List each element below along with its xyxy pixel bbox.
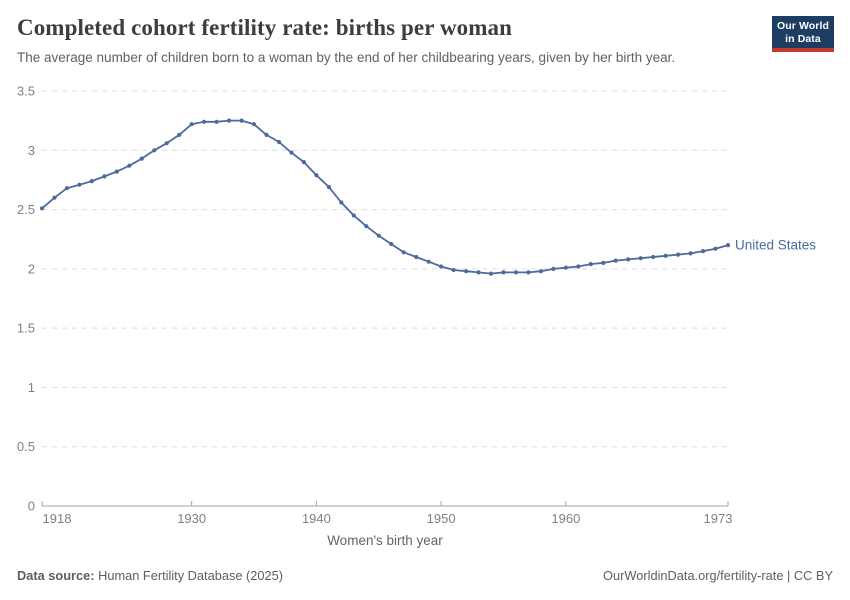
data-point[interactable]	[239, 118, 244, 123]
data-point[interactable]	[576, 264, 581, 269]
x-axis-title: Women's birth year	[327, 533, 443, 548]
data-point[interactable]	[289, 150, 294, 155]
data-point[interactable]	[351, 213, 356, 218]
y-tick-label: 0.5	[17, 439, 35, 454]
data-point[interactable]	[426, 259, 431, 264]
data-point[interactable]	[713, 246, 718, 251]
data-point[interactable]	[177, 132, 182, 137]
x-tick-label: 1973	[704, 511, 733, 526]
data-point[interactable]	[526, 270, 531, 275]
data-point[interactable]	[601, 260, 606, 265]
data-point[interactable]	[127, 163, 132, 168]
page-title: Completed cohort fertility rate: births …	[17, 15, 513, 40]
data-point[interactable]	[626, 257, 631, 262]
data-point[interactable]	[189, 122, 194, 127]
data-point[interactable]	[501, 270, 506, 275]
owid-logo[interactable]: Our World in Data	[772, 16, 834, 52]
x-tick-label: 1960	[551, 511, 580, 526]
data-point[interactable]	[651, 254, 656, 260]
series-label[interactable]: United States	[735, 238, 816, 253]
data-point[interactable]	[688, 251, 693, 256]
chart-header: Completed cohort fertility rate: births …	[17, 14, 760, 66]
data-point[interactable]	[725, 243, 731, 248]
data-point[interactable]	[488, 271, 494, 276]
y-tick-label: 1	[28, 380, 35, 395]
data-point[interactable]	[276, 139, 282, 145]
data-point[interactable]	[476, 270, 481, 275]
data-point[interactable]	[102, 174, 107, 179]
data-point[interactable]	[164, 141, 169, 146]
data-point[interactable]	[451, 267, 456, 273]
data-point[interactable]	[563, 265, 569, 270]
data-point[interactable]	[464, 269, 469, 274]
y-tick-label: 1.5	[17, 321, 35, 336]
data-point[interactable]	[214, 119, 219, 124]
owid-url-license-link[interactable]: OurWorldinData.org/fertility-rate | CC B…	[603, 568, 833, 583]
x-tick-label: 1940	[302, 511, 331, 526]
data-point[interactable]	[701, 249, 706, 254]
data-point[interactable]	[538, 269, 544, 274]
data-line[interactable]	[41, 119, 729, 275]
owid-logo-line1: Our World	[776, 20, 830, 32]
data-point[interactable]	[139, 156, 144, 161]
data-point[interactable]	[613, 258, 618, 263]
data-source-label: Data source:	[17, 568, 95, 583]
data-point[interactable]	[326, 184, 331, 190]
owid-logo-line2: in Data	[785, 32, 821, 45]
chart-footer: Data source: Human Fertility Database (2…	[17, 568, 833, 583]
owid-logo-accent-bar	[772, 48, 834, 52]
y-tick-label: 2	[28, 261, 35, 276]
data-point[interactable]	[339, 200, 344, 205]
x-tick-label: 1930	[177, 511, 206, 526]
data-point[interactable]	[264, 132, 269, 137]
y-tick-label: 3	[28, 143, 35, 158]
data-point[interactable]	[551, 266, 556, 271]
data-point[interactable]	[663, 253, 668, 258]
x-tick-label: 1918	[43, 511, 72, 526]
data-point[interactable]	[376, 233, 381, 238]
data-point[interactable]	[227, 118, 232, 123]
data-point[interactable]	[39, 206, 45, 211]
data-point[interactable]	[301, 160, 306, 165]
data-point[interactable]	[202, 119, 207, 124]
data-point[interactable]	[414, 254, 419, 260]
data-point[interactable]	[638, 256, 643, 261]
page-subtitle: The average number of children born to a…	[17, 49, 676, 65]
data-point[interactable]	[389, 241, 394, 247]
y-tick-label: 2.5	[17, 202, 35, 217]
data-point[interactable]	[52, 195, 57, 200]
y-tick-label: 0	[28, 499, 35, 514]
data-point[interactable]	[401, 250, 406, 255]
data-point[interactable]	[77, 182, 82, 187]
data-source-note: Data source: Human Fertility Database (2…	[17, 568, 283, 583]
x-tick-label: 1950	[427, 511, 456, 526]
data-point[interactable]	[513, 270, 519, 275]
data-point[interactable]	[364, 224, 369, 229]
data-point[interactable]	[588, 262, 593, 267]
data-point[interactable]	[114, 169, 119, 174]
data-point[interactable]	[152, 148, 157, 153]
data-source-value: Human Fertility Database (2025)	[94, 568, 284, 583]
data-point[interactable]	[89, 179, 94, 184]
data-point[interactable]	[251, 122, 257, 127]
data-point[interactable]	[314, 173, 319, 178]
data-point[interactable]	[64, 186, 69, 191]
y-tick-label: 3.5	[17, 84, 35, 99]
data-point[interactable]	[676, 252, 681, 257]
data-point[interactable]	[439, 264, 444, 269]
